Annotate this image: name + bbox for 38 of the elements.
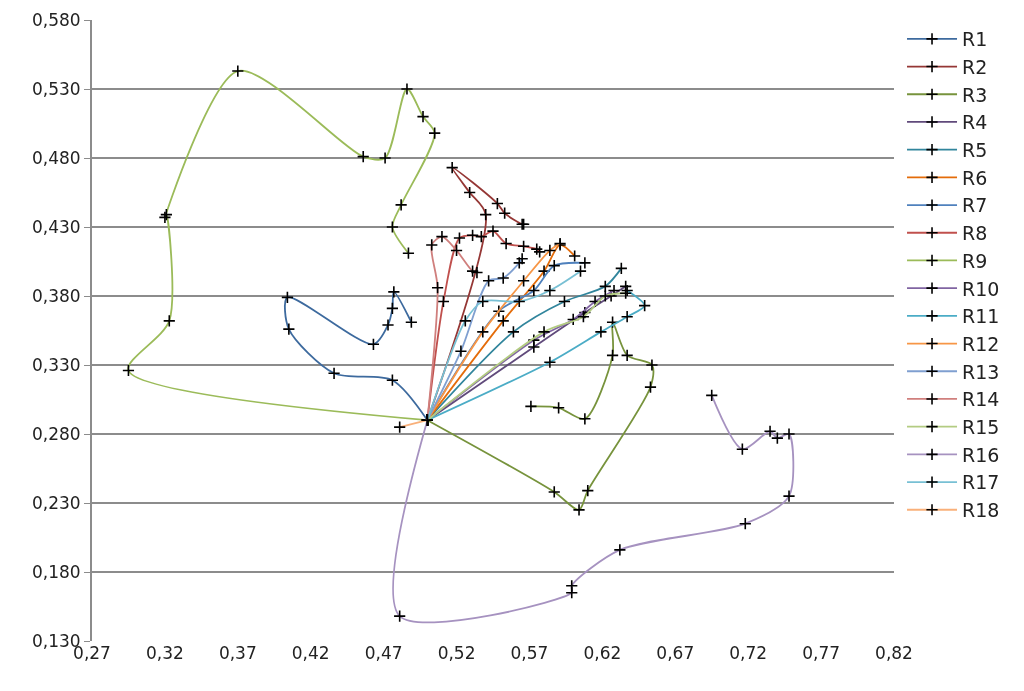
x-tick-label: 0,62 bbox=[583, 643, 622, 663]
y-tick-label: 0,530 bbox=[31, 78, 81, 99]
y-tick-label: 0,430 bbox=[31, 216, 81, 237]
legend-label: R11 bbox=[962, 305, 1000, 328]
y-tick-label: 0,330 bbox=[31, 354, 81, 375]
legend-label: R14 bbox=[962, 388, 1000, 411]
legend-label: R5 bbox=[962, 139, 988, 162]
legend-label: R7 bbox=[962, 194, 988, 217]
legend-label: R15 bbox=[962, 416, 1000, 439]
x-tick-label: 0,82 bbox=[875, 643, 913, 663]
legend-label: R3 bbox=[962, 83, 988, 106]
legend-label: R12 bbox=[962, 332, 1000, 355]
y-tick-label: 0,380 bbox=[31, 285, 81, 306]
x-tick-label: 0,77 bbox=[802, 643, 841, 663]
x-tick-label: 0,67 bbox=[656, 643, 695, 663]
legend-label: R1 bbox=[962, 28, 988, 51]
y-tick-label: 0,180 bbox=[31, 561, 81, 582]
legend-label: R2 bbox=[962, 55, 988, 78]
legend-label: R13 bbox=[962, 360, 1000, 383]
y-tick-label: 0,280 bbox=[31, 423, 81, 444]
x-tick-label: 0,57 bbox=[510, 643, 549, 663]
x-tick-label: 0,52 bbox=[437, 643, 476, 663]
x-tick-label: 0,72 bbox=[729, 643, 768, 663]
legend-label: R6 bbox=[962, 166, 988, 189]
y-tick-label: 0,230 bbox=[31, 492, 81, 513]
legend-label: R17 bbox=[962, 471, 1000, 494]
x-tick-label: 0,32 bbox=[145, 643, 184, 663]
legend-label: R4 bbox=[962, 111, 988, 134]
legend-label: R9 bbox=[962, 249, 988, 272]
x-tick-label: 0,37 bbox=[218, 643, 257, 663]
y-tick-label: 0,580 bbox=[31, 9, 81, 30]
y-tick-label: 0,480 bbox=[31, 147, 81, 168]
legend-label: R16 bbox=[962, 443, 1000, 466]
legend-label: R18 bbox=[962, 499, 1000, 522]
legend-label: R8 bbox=[962, 222, 988, 245]
x-tick-label: 0,42 bbox=[291, 643, 330, 663]
legend-label: R10 bbox=[962, 277, 1000, 300]
x-tick-label: 0,47 bbox=[364, 643, 403, 663]
